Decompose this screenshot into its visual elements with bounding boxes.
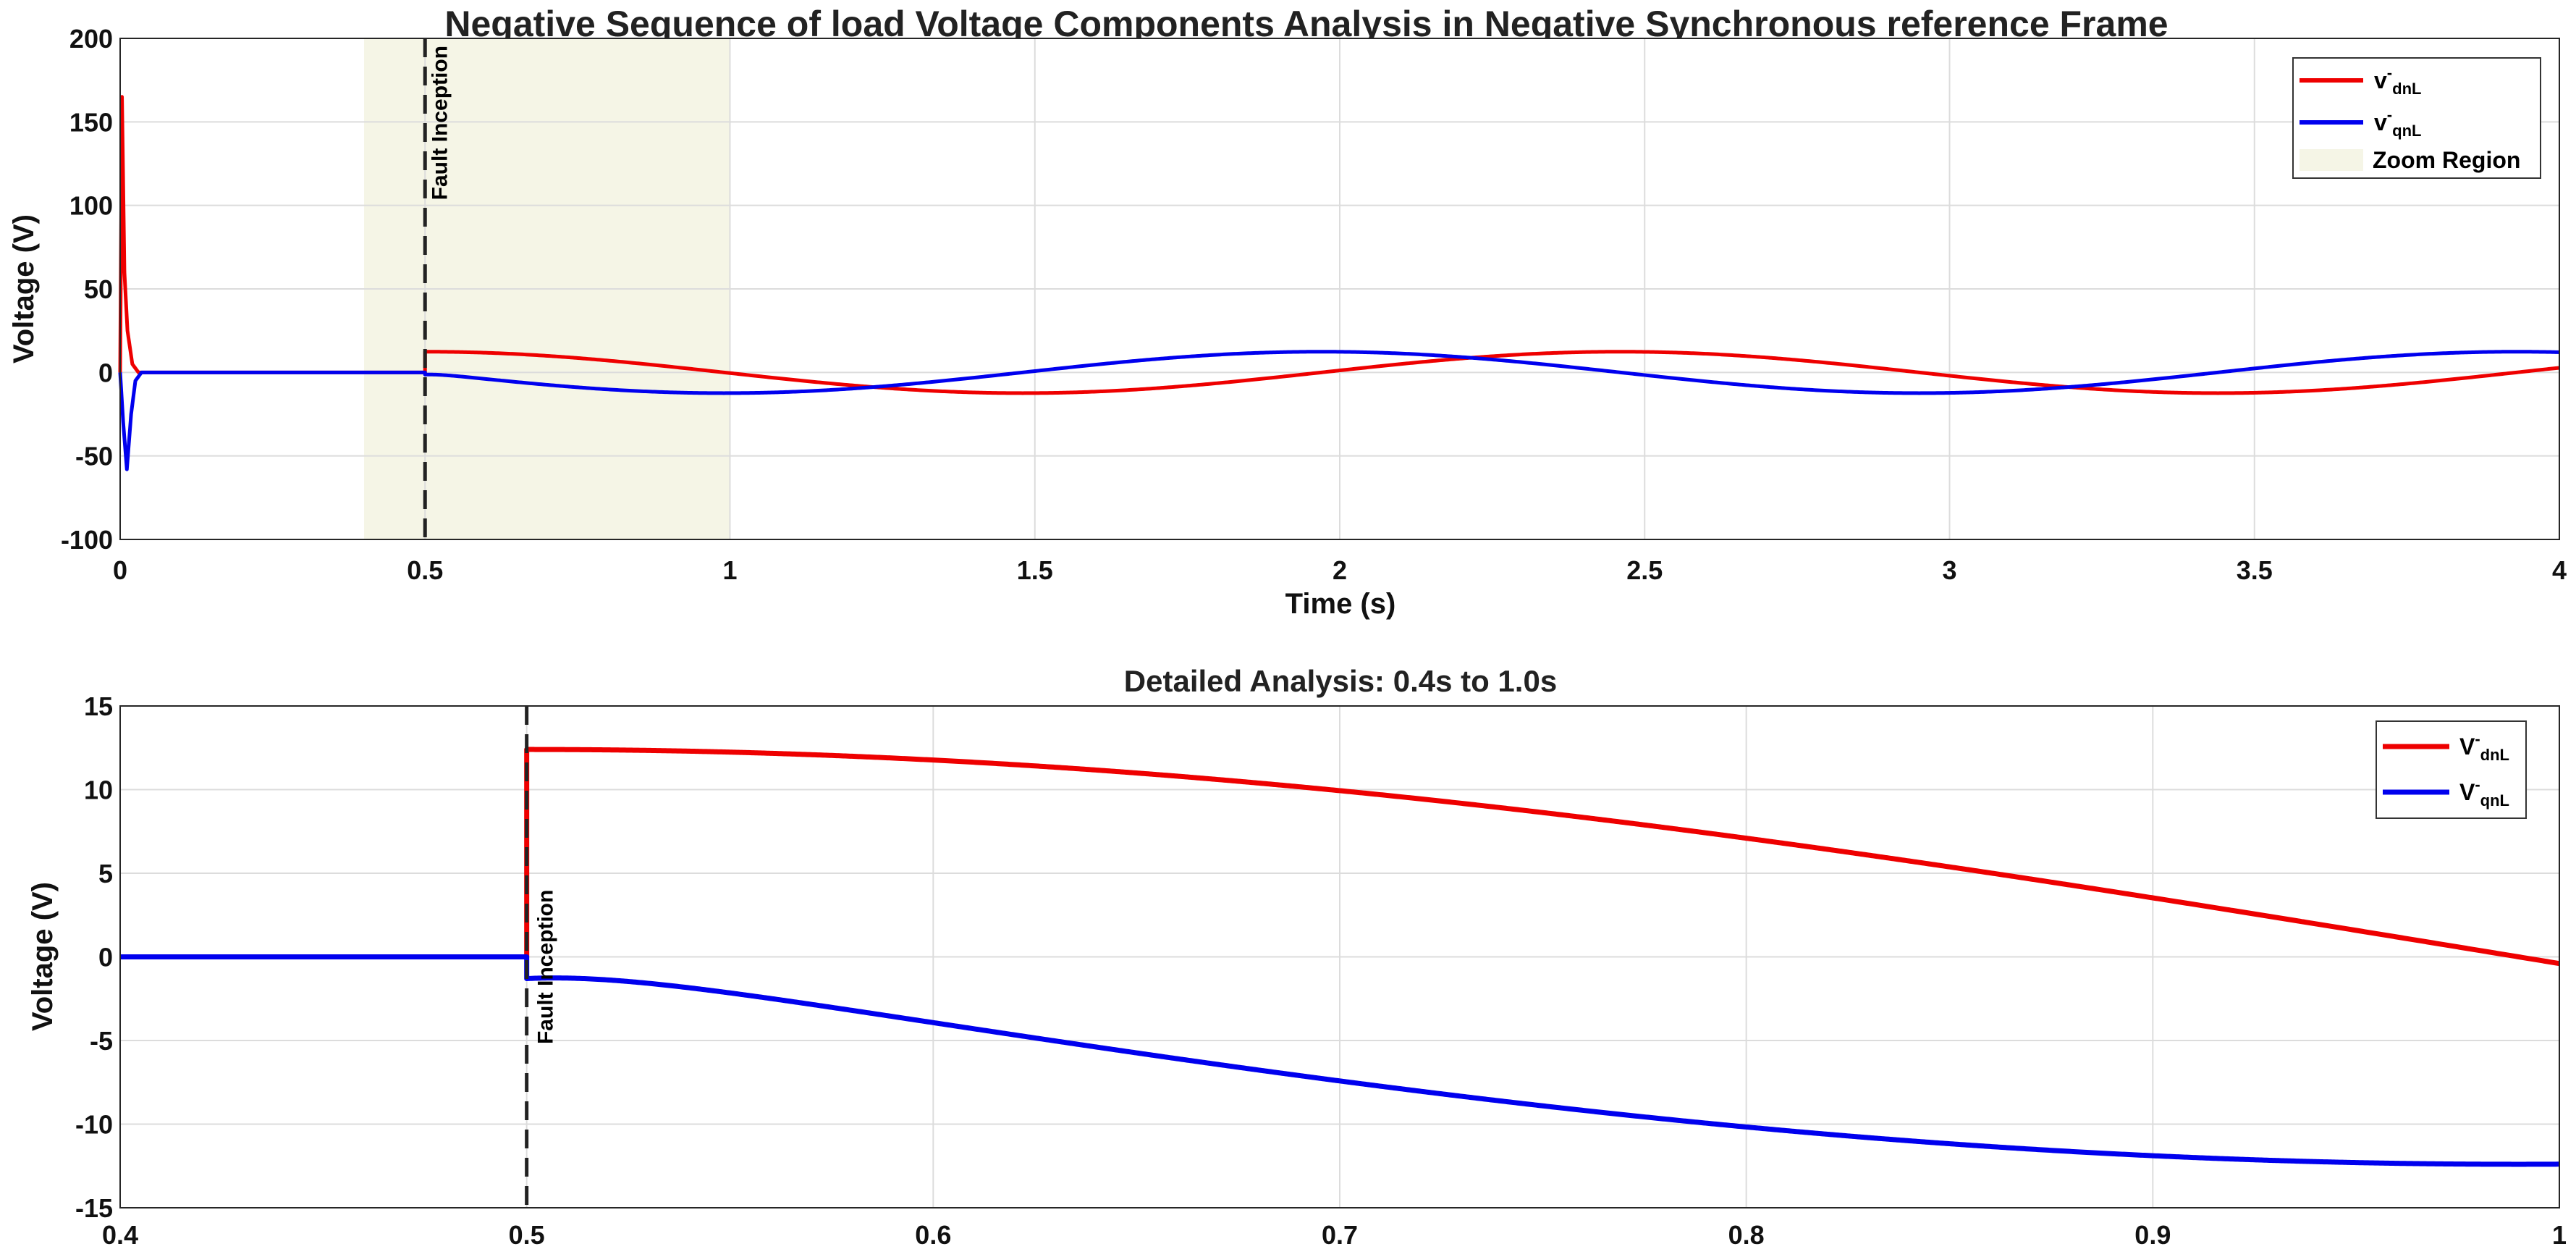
y-tick-label: 150 — [69, 107, 113, 137]
legend-label-vqnl: V-qnL — [2459, 775, 2509, 810]
x-tick-label: 0.4 — [102, 1220, 138, 1250]
x-tick-labels: 0 0.5 1 1.5 2 2.5 3 3.5 4 — [113, 555, 2567, 585]
x-tick-label: 4 — [2552, 555, 2567, 585]
legend-vdnl-main: V — [2459, 733, 2475, 760]
x-tick-labels: 0.4 0.5 0.6 0.7 0.8 0.9 1 — [102, 1220, 2567, 1250]
x-tick-label: 1 — [2552, 1220, 2567, 1250]
x-tick-label: 1 — [722, 555, 737, 585]
y-tick-labels: -100 -50 0 50 100 150 200 — [61, 24, 113, 555]
legend-label-vqnl: v-qnL — [2374, 106, 2421, 140]
plot-frame — [119, 38, 2560, 540]
y-tick-label: -50 — [75, 442, 113, 471]
x-tick-label: 2.5 — [1626, 555, 1663, 585]
legend-vqnl-sub: qnL — [2480, 791, 2509, 810]
y-tick-label: 0 — [98, 358, 113, 387]
plot-frame — [119, 705, 2560, 1208]
series-line-v-qnl — [120, 954, 2561, 1167]
y-tick-label: -100 — [61, 525, 113, 555]
fault-inception-label: Fault Inception — [428, 46, 452, 200]
bottom-chart: Detailed Analysis: 0.4s to 1.0s Fault In… — [27, 664, 2567, 1250]
legend-vqnl-main: v — [2374, 109, 2387, 135]
y-tick-label: -10 — [75, 1110, 113, 1140]
x-tick-label: 0.5 — [509, 1220, 545, 1250]
legend-vdnl-sup: - — [2387, 64, 2392, 82]
x-tick-label: 0 — [113, 555, 127, 585]
legend: V-dnL V-qnL — [2376, 720, 2527, 819]
chart-title: Negative Sequence of load Voltage Compon… — [444, 4, 2168, 44]
x-tick-label: 3 — [1942, 555, 1956, 585]
series-group — [118, 95, 2560, 471]
series-line-v-dnl — [118, 95, 2560, 395]
legend-label-vdnl: v-dnL — [2374, 64, 2421, 98]
x-tick-label: 0.9 — [2134, 1220, 2171, 1250]
fault-inception-label: Fault Inception — [534, 890, 558, 1044]
x-axis-label: Time (s) — [1285, 588, 1396, 620]
legend-vqnl-sup: - — [2387, 106, 2392, 124]
x-tick-label: 0.5 — [407, 555, 443, 585]
legend-swatch-zoom — [2300, 149, 2363, 171]
legend-vdnl-main: v — [2374, 67, 2387, 93]
legend-box — [2376, 720, 2527, 819]
grid-lines — [120, 38, 2559, 539]
legend-vdnl-sub: dnL — [2480, 746, 2509, 764]
x-tick-label: 2 — [1333, 555, 1347, 585]
y-axis-label: Voltage (V) — [27, 882, 59, 1031]
y-tick-label: 50 — [84, 274, 113, 304]
y-tick-label: 100 — [69, 191, 113, 221]
legend-vdnl-sup: - — [2475, 730, 2480, 748]
legend-vdnl-sub: dnL — [2392, 80, 2421, 98]
y-tick-label: -5 — [90, 1026, 113, 1056]
legend-label-zoom: Zoom Region — [2373, 147, 2520, 173]
y-tick-labels: -15 -10 -5 0 5 10 15 — [75, 691, 113, 1223]
legend-vqnl-sub: qnL — [2392, 122, 2421, 140]
y-tick-label: 0 — [98, 943, 113, 972]
top-chart: Negative Sequence of load Voltage Compon… — [8, 4, 2567, 620]
x-tick-label: 0.7 — [1322, 1220, 1358, 1250]
legend-vqnl-sup: - — [2475, 775, 2480, 794]
x-tick-label: 0.6 — [915, 1220, 951, 1250]
x-tick-label: 1.5 — [1017, 555, 1053, 585]
series-group — [120, 747, 2561, 1167]
series-line-v-dnl — [120, 747, 2561, 967]
legend: v-dnL v-qnL Zoom Region — [2292, 57, 2541, 179]
y-tick-label: 5 — [98, 859, 113, 888]
legend-vqnl-main: V — [2459, 779, 2475, 805]
x-tick-label: 3.5 — [2237, 555, 2273, 585]
y-axis-label: Voltage (V) — [8, 214, 40, 363]
x-tick-label: 0.8 — [1728, 1220, 1765, 1250]
y-tick-label: 200 — [69, 24, 113, 54]
y-tick-label: -15 — [75, 1193, 113, 1223]
y-tick-label: 15 — [84, 691, 113, 721]
chart-subtitle: Detailed Analysis: 0.4s to 1.0s — [1124, 664, 1557, 698]
y-tick-label: 10 — [84, 775, 113, 805]
series-line-v-qnl — [118, 350, 2560, 471]
legend-label-vdnl: V-dnL — [2459, 730, 2509, 764]
